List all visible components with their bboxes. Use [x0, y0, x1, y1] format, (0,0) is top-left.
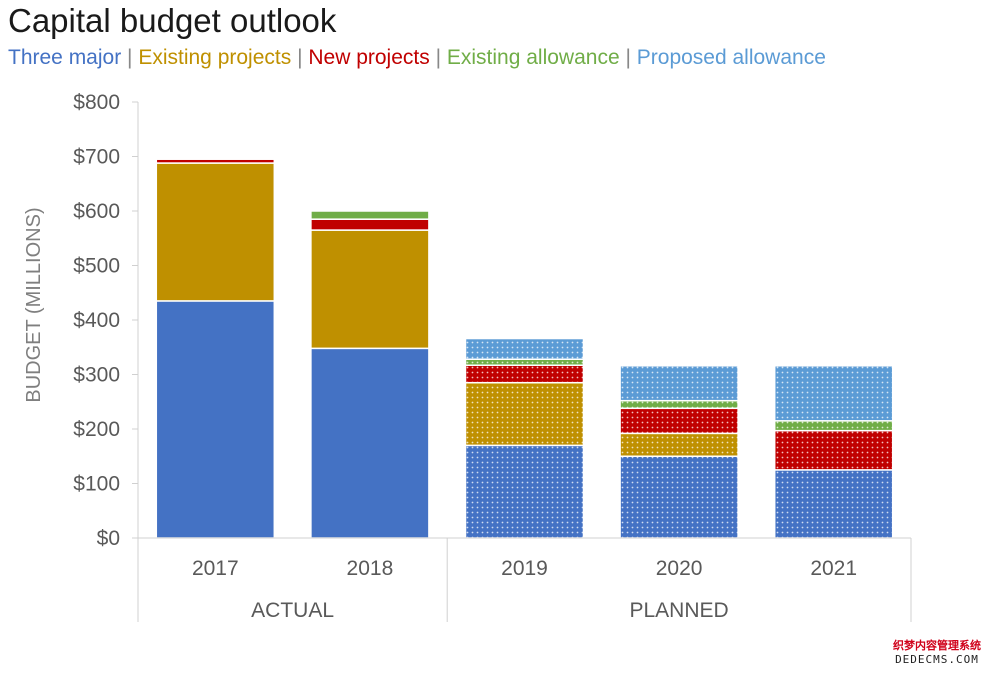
bar-2019-existing-allowance: [464, 358, 585, 366]
legend-item-three-major: Three major: [8, 46, 122, 69]
bar-2020-new-projects: [619, 407, 739, 435]
legend-item-proposed-allowance: Proposed allowance: [636, 46, 826, 69]
legend-separator: |: [121, 46, 139, 69]
legend-separator: |: [291, 46, 309, 69]
bar-2017-existing-projects: [155, 162, 276, 302]
axes: [132, 101, 912, 622]
bar-2018-existing-projects: [310, 229, 430, 350]
labels: $0 $100 $200 $300 $400 $500 $600 $700 $800 BUDGET…: [23, 91, 857, 622]
watermark: 织梦内容管理系统 DEDECMS.COM: [886, 637, 988, 666]
y-tick-label: $600: [73, 200, 120, 223]
legend-separator: |: [619, 46, 637, 69]
bar-2020-existing-allowance: [619, 399, 739, 410]
watermark-line2: DEDECMS.COM: [895, 653, 979, 666]
watermark-line1: 织梦内容管理系统: [893, 640, 981, 652]
bar-2021-proposed-allowance: [773, 365, 894, 422]
y-tick-label: $700: [73, 146, 120, 169]
y-tick-label: $400: [73, 309, 120, 332]
x-tick-label-2019: 2019: [501, 557, 548, 580]
y-axis-title: BUDGET (MILLIONS): [23, 207, 45, 402]
group-label-actual: ACTUAL: [251, 599, 334, 622]
legend-item-existing-projects: Existing projects: [138, 46, 292, 69]
bar-2019-new-projects: [464, 364, 585, 384]
bars: [155, 158, 894, 539]
x-tick-label-2020: 2020: [656, 557, 703, 580]
bar-2021-new-projects: [773, 429, 894, 471]
x-tick-label-2018: 2018: [347, 557, 394, 580]
legend-item-new-projects: New projects: [308, 46, 430, 69]
y-tick-label: $100: [73, 473, 120, 496]
y-tick-label: $0: [97, 527, 120, 550]
y-tick-label: $500: [73, 255, 120, 278]
bar-2020-three-major: [619, 455, 739, 539]
y-tick-label: $800: [73, 91, 120, 114]
bar-2019-existing-projects: [464, 381, 585, 447]
bar-2021-three-major: [773, 469, 894, 539]
bar-2019-proposed-allowance: [464, 337, 585, 360]
bar-2020-existing-projects: [619, 432, 739, 457]
bar-2017-new-projects: [155, 158, 276, 164]
legend-item-existing-allowance: Existing allowance: [446, 46, 620, 69]
x-tick-label-2021: 2021: [810, 557, 857, 580]
bar-2018-three-major: [310, 347, 430, 539]
bar-2018-existing-allowance: [310, 210, 430, 220]
x-tick-label-2017: 2017: [192, 557, 239, 580]
bar-2017-three-major: [155, 300, 276, 539]
group-label-planned: PLANNED: [629, 599, 728, 622]
bar-2019-three-major: [464, 444, 585, 539]
chart-title: Capital budget outlook: [8, 2, 337, 39]
legend-separator: |: [429, 46, 447, 69]
legend: Three major | Existing projects | New pr…: [8, 46, 826, 70]
bar-2020-proposed-allowance: [619, 365, 739, 402]
y-tick-label: $300: [73, 364, 120, 387]
y-tick-label: $200: [73, 418, 120, 441]
bar-2018-new-projects: [310, 218, 430, 231]
bar-2021-existing-allowance: [773, 420, 894, 432]
